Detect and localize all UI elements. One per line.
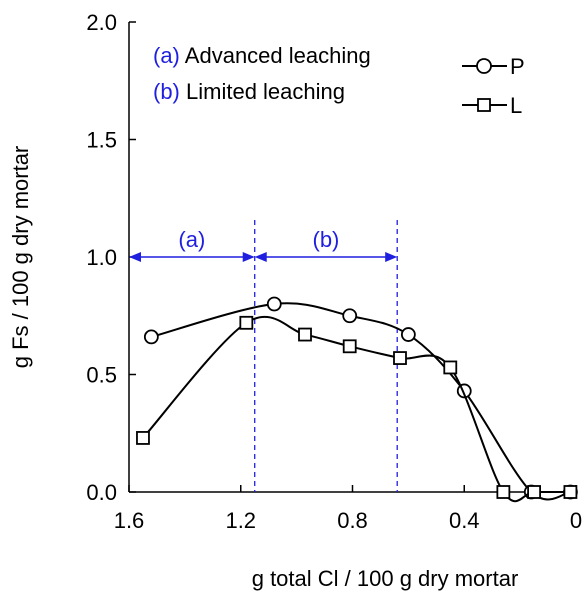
x-tick-label: 0: [570, 508, 582, 533]
reference-lines: [254, 220, 398, 492]
data-point-p: [342, 308, 358, 324]
legend-square-marker: [477, 98, 491, 112]
region-arrowhead: [385, 252, 398, 262]
x-tick-label: 1.2: [225, 508, 256, 533]
svg-text:(a) Advanced lea: (a) Advanced leaching: [153, 43, 371, 68]
data-point-l: [443, 360, 458, 375]
region-label: (a): [178, 227, 205, 252]
data-point-l: [136, 431, 150, 445]
series-line-p: [151, 302, 571, 501]
region-label: (b): [313, 227, 340, 252]
regions: (a) (b): [129, 227, 398, 262]
data-point-p: [266, 296, 282, 312]
data-point-l: [342, 339, 357, 354]
annotation-b: (b) Limited leaching: [153, 79, 345, 104]
data-point-l: [563, 485, 578, 499]
data-point-l: [393, 351, 407, 365]
legend-entry-p: P: [462, 54, 525, 79]
legend-label-p: P: [510, 54, 525, 79]
region-arrowhead: [254, 252, 267, 262]
data-point-l: [239, 315, 254, 330]
data-point-l: [496, 485, 511, 499]
legend: P L: [462, 54, 525, 118]
annotation-b-key: (b): [153, 79, 180, 104]
annotation-a-text: Advanced leaching: [185, 43, 371, 68]
annotation-a-key: (a): [153, 43, 180, 68]
x-axis-title: g total Cl / 100 g dry mortar: [252, 566, 519, 591]
legend-entry-l: L: [462, 93, 522, 118]
y-tick-label: 2.0: [86, 10, 117, 35]
annotation-b-text: Limited leaching: [186, 79, 345, 104]
y-axis-title: g Fs / 100 g dry mortar: [8, 146, 33, 369]
data-point-l: [527, 485, 541, 499]
svg-text:(b) Limited leac: (b) Limited leaching: [153, 79, 345, 104]
annotation-a: (a) Advanced leaching: [153, 43, 371, 68]
region-arrowhead: [129, 252, 141, 262]
x-tick-label: 1.6: [114, 508, 145, 533]
legend-circle-marker: [476, 58, 492, 74]
data-point-p: [400, 327, 416, 342]
data-point-l: [298, 327, 312, 342]
y-tick-label: 1.5: [86, 128, 117, 153]
data-point-p: [143, 329, 159, 345]
series-line-l: [142, 315, 571, 503]
legend-label-l: L: [510, 93, 522, 118]
region-arrowhead: [242, 252, 255, 262]
x-tick-label: 0.4: [449, 508, 480, 533]
series-layer: [136, 296, 578, 503]
y-ticks: 0.0 0.5 1.0 1.5 2.0: [86, 10, 136, 505]
y-tick-label: 1.0: [86, 245, 117, 270]
y-tick-label: 0.0: [86, 480, 117, 505]
y-tick-label: 0.5: [86, 363, 117, 388]
x-tick-label: 0.8: [337, 508, 368, 533]
